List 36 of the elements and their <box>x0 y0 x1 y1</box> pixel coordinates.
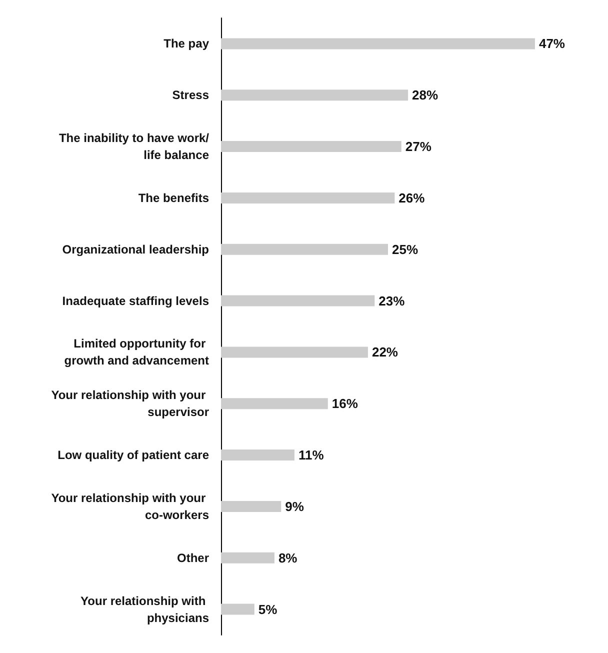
bar <box>221 500 282 512</box>
y-tick-label: The pay <box>164 36 210 51</box>
bar <box>221 398 328 410</box>
bar <box>221 450 294 461</box>
bar <box>221 141 402 152</box>
y-tick-label: The inability to have work/life balance <box>58 131 210 162</box>
data-label: 22% <box>372 344 398 360</box>
bar <box>221 604 254 615</box>
y-tick-label: Low quality of patient care <box>58 448 210 462</box>
data-label: 25% <box>392 242 418 257</box>
data-label: 5% <box>258 602 278 617</box>
bar <box>221 244 388 255</box>
data-label: 47% <box>538 36 566 52</box>
y-tick-label: Limited opportunity for growth and advancement <box>64 336 209 368</box>
data-label: 26% <box>398 190 426 206</box>
y-tick-label: Your relationship with your supervisor <box>51 388 210 420</box>
data-label: 8% <box>278 550 298 566</box>
bar <box>221 192 395 204</box>
bar <box>221 552 274 564</box>
data-label: 27% <box>405 139 432 154</box>
y-tick-label: Inadequate staffing levels <box>62 294 210 308</box>
y-tick-label: Stress <box>172 88 210 102</box>
y-tick-label: The benefits <box>138 190 210 205</box>
data-label: 28% <box>412 88 438 103</box>
data-label: 9% <box>285 498 304 514</box>
data-label: 23% <box>378 293 406 308</box>
bar <box>221 346 368 358</box>
y-tick-label: Organizational leadership <box>62 242 209 256</box>
y-tick-label: Other <box>176 550 210 565</box>
y-tick-label: Your relationship with your co-workers <box>51 490 210 522</box>
y-tick-label: Your relationship with physicians <box>80 594 210 625</box>
bar <box>221 38 535 50</box>
bar <box>221 90 408 101</box>
data-label: 16% <box>332 396 358 412</box>
bar <box>221 295 375 306</box>
data-label: 11% <box>298 448 324 463</box>
